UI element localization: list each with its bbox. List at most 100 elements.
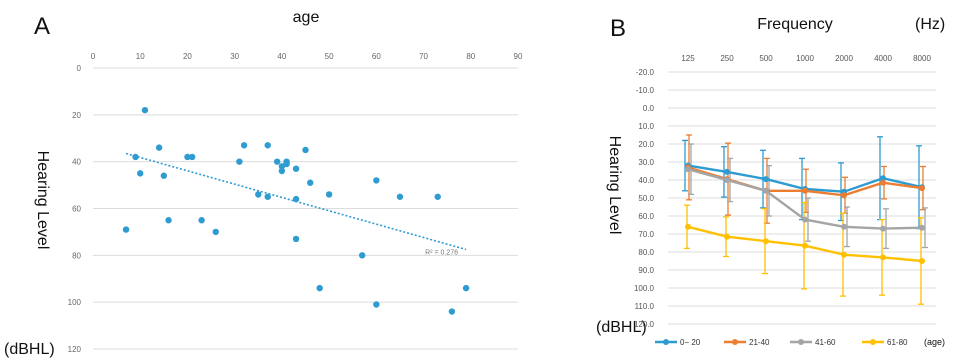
y-tick-label: 10.0 (638, 122, 654, 131)
data-point (373, 301, 380, 308)
y-tick-label: 30.0 (638, 158, 654, 167)
y-tick-label: 70.0 (638, 230, 654, 239)
data-point (292, 235, 300, 243)
panel-b-plot: -20.0 -10.0 0.0 10.0 20.0 30.0 40.0 50.0 60.0 70.… (634, 54, 936, 347)
panel-b-legend-unit: (age) (924, 337, 945, 347)
x-tick-label: 500 (759, 54, 773, 63)
data-point (255, 191, 262, 198)
data-point (184, 153, 191, 161)
y-tick-label: 60.0 (638, 212, 654, 221)
series-point (880, 175, 886, 182)
y-tick-label: 20.0 (638, 140, 654, 149)
legend-label: 41-60 (815, 338, 836, 347)
data-point (132, 153, 139, 161)
x-tick-label: 4000 (874, 54, 892, 63)
legend-swatch-marker (798, 339, 804, 345)
x-tick-label: 50 (325, 52, 334, 61)
panel-b-ylabel: Hearing Level (606, 136, 623, 235)
legend-label: 0− 20 (680, 338, 701, 347)
data-point (236, 158, 243, 165)
x-tick-label: 0 (91, 52, 96, 61)
panel-a-letter: A (34, 13, 50, 40)
data-point (307, 179, 314, 186)
x-tick-label: 80 (466, 52, 475, 61)
data-point (373, 177, 380, 184)
series-point (841, 251, 847, 258)
data-point (283, 160, 290, 168)
data-point (396, 193, 404, 200)
data-point (462, 284, 470, 292)
y-tick-label: 0.0 (643, 104, 655, 113)
legend-swatch-marker (732, 339, 738, 345)
legend-label: 21-40 (749, 338, 770, 347)
y-tick-label: 120 (68, 345, 82, 354)
data-point (448, 308, 456, 315)
x-tick-label: 8000 (913, 54, 931, 63)
panel-a-plot: 0 20 40 60 80 100 120 0 10 20 30 40 50 60 70 80 90 R² = 0… (68, 52, 523, 354)
data-point (165, 217, 172, 224)
y-tick-label: -10.0 (636, 86, 655, 95)
data-point (264, 193, 271, 200)
x-tick-label: 70 (419, 52, 428, 61)
y-tick-label: 20 (72, 111, 81, 120)
legend-label: 61-80 (887, 338, 908, 347)
series-point (724, 168, 730, 175)
series-point (880, 225, 886, 232)
x-tick-label: 10 (136, 52, 145, 61)
r-squared-label: R² = 0.276 (425, 249, 458, 256)
series-point (841, 192, 847, 199)
panel-a-ylabel: Hearing Level (34, 151, 51, 250)
data-point (264, 142, 271, 149)
series-point (919, 185, 925, 192)
y-tick-label: 80 (72, 251, 81, 260)
series-point (841, 223, 847, 230)
y-tick-label: 0 (77, 64, 82, 73)
data-point (302, 146, 309, 154)
series-point (802, 216, 808, 223)
x-tick-label: 1000 (796, 54, 814, 63)
panel-b-xunit: (Hz) (915, 16, 945, 33)
data-point (137, 170, 144, 177)
data-point (358, 252, 366, 259)
data-point (292, 195, 300, 203)
x-tick-label: 40 (277, 52, 286, 61)
x-tick-label: 60 (372, 52, 381, 61)
panel-b-yunit: (dBHL) (596, 319, 647, 336)
x-tick-label: 2000 (835, 54, 853, 63)
panel-a-yunit: (dBHL) (4, 341, 55, 358)
x-tick-label: 30 (230, 52, 239, 61)
panel-b-title: Frequency (757, 16, 833, 33)
panel-a-title: age (293, 9, 320, 26)
y-tick-label: 80.0 (638, 248, 654, 257)
data-point (198, 217, 205, 224)
y-tick-label: 40.0 (638, 176, 654, 185)
data-point (278, 167, 286, 175)
data-point (122, 226, 130, 233)
series-point (763, 238, 769, 245)
data-point (292, 165, 300, 172)
data-point (273, 158, 281, 165)
data-point (325, 191, 333, 198)
data-point (278, 163, 286, 170)
series-point (763, 187, 769, 194)
legend-swatch-marker (870, 339, 876, 345)
series-point (724, 177, 730, 183)
data-point (155, 144, 163, 151)
data-point (212, 228, 219, 236)
data-point (188, 153, 196, 161)
x-tick-label: 20 (183, 52, 192, 61)
y-tick-label: 40 (72, 158, 81, 167)
x-tick-label: 90 (514, 52, 523, 61)
legend-swatch-marker (663, 339, 669, 345)
y-tick-label: 110.0 (635, 302, 655, 311)
data-point (434, 193, 441, 200)
y-tick-label: -20.0 (636, 68, 655, 77)
y-tick-label: 90.0 (638, 266, 654, 275)
data-point (316, 284, 323, 292)
y-tick-label: 60 (72, 205, 81, 214)
panel-b-letter: B (610, 15, 626, 42)
series-point (919, 224, 925, 231)
y-tick-label: 50.0 (638, 194, 654, 203)
data-point (240, 142, 248, 149)
